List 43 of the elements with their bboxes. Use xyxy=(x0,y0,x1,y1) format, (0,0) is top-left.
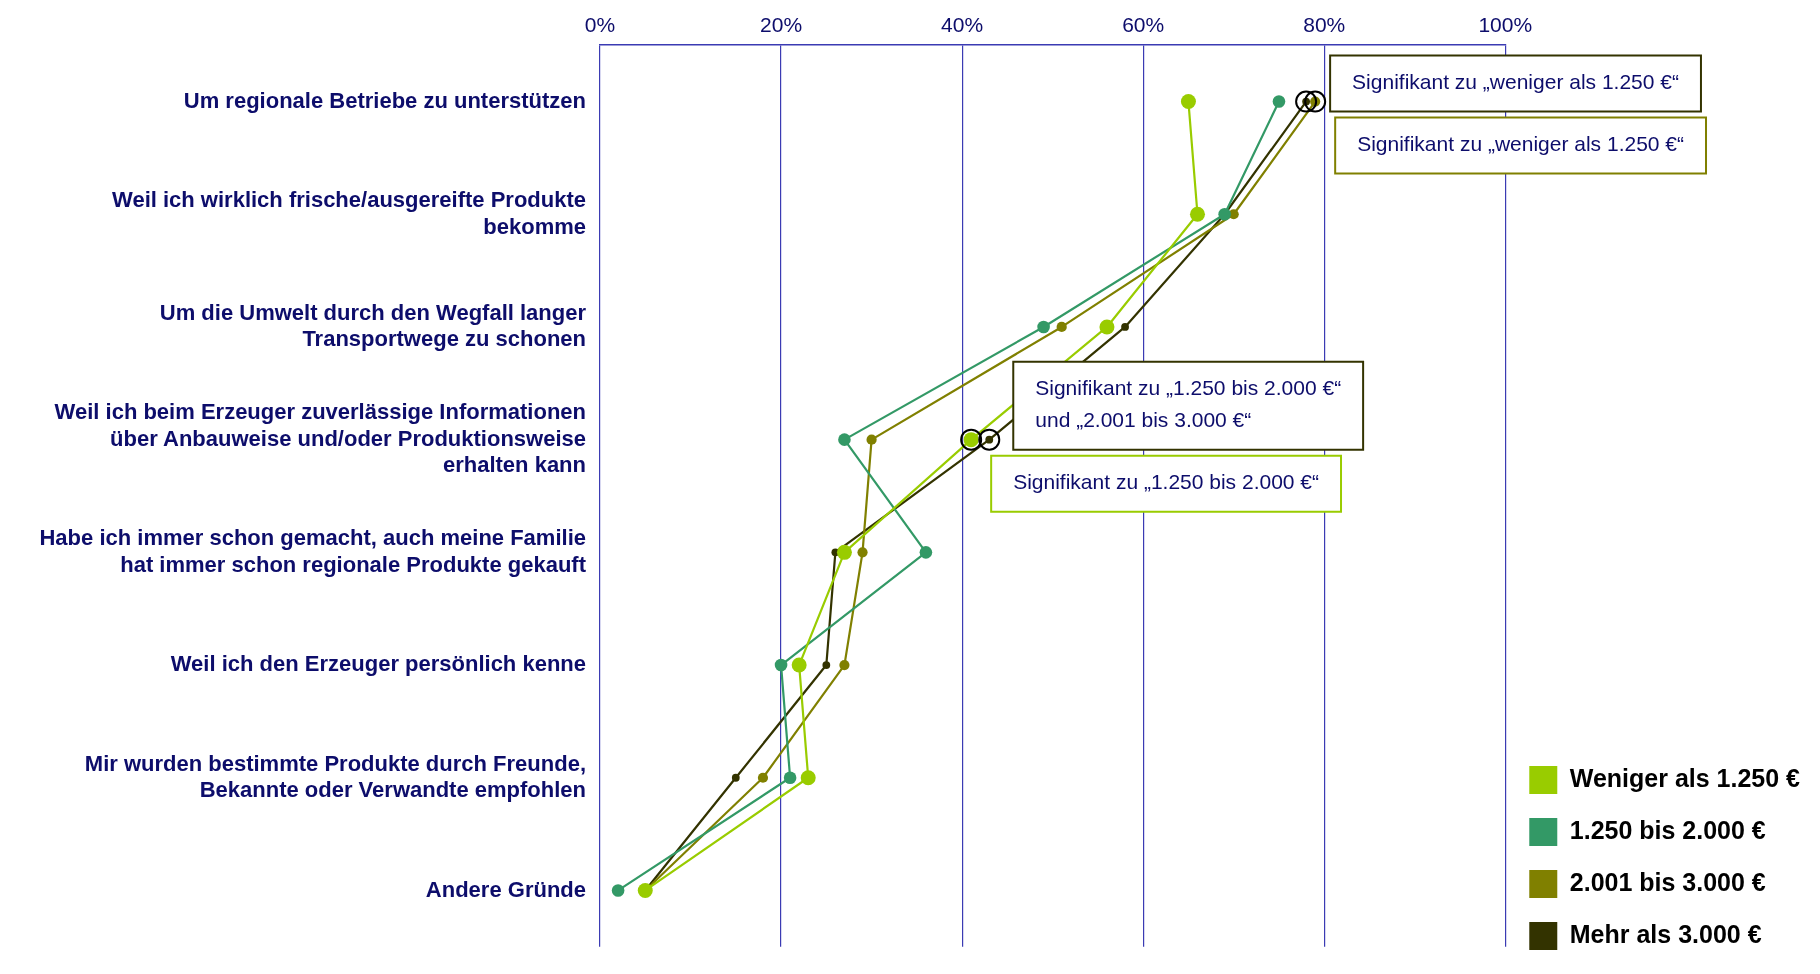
y-tick-label: Weil ich den Erzeuger persönlich kenne xyxy=(170,651,586,677)
annotation: Signifikant zu „1.250 bis 2.000 €“ xyxy=(1013,470,1320,494)
point xyxy=(731,773,740,782)
point xyxy=(783,771,797,785)
y-tick-label: Weil ich wirklich frische/ausgereifte Produkte bekomme xyxy=(112,187,586,239)
annotation: Signifikant zu „weniger als 1.250 €“ xyxy=(1357,132,1685,156)
y-tick-label: Um die Umwelt durch den Wegfall langer Transportwege zu schonen xyxy=(159,299,587,352)
point xyxy=(800,770,816,786)
x-tick-label: 100% xyxy=(1478,13,1533,37)
point xyxy=(791,657,807,673)
legend-label: Weniger als 1.250 € xyxy=(1569,763,1801,792)
y-tick-label: Um regionale Betriebe zu unterstützen xyxy=(183,87,586,113)
point xyxy=(774,658,788,672)
point xyxy=(757,772,769,783)
point xyxy=(857,547,868,558)
point xyxy=(1037,320,1050,334)
legend-label: 2.001 bis 3.000 € xyxy=(1569,867,1766,896)
annotation: Signifikant zu „weniger als 1.250 €“ xyxy=(1352,70,1679,94)
point xyxy=(838,433,851,446)
point xyxy=(1189,206,1205,222)
x-tick-label: 0% xyxy=(584,13,616,37)
y-tick-label: Andere Gründe xyxy=(425,876,586,902)
y-tick-label: Mir wurden bestimmte Produkte durch Freunde, Bekannte oder Verwandte empfohlen xyxy=(84,750,586,803)
x-tick-label: 20% xyxy=(760,13,803,37)
x-tick-label: 40% xyxy=(941,13,984,37)
x-tick-label: 80% xyxy=(1303,13,1346,37)
point xyxy=(611,884,625,897)
point xyxy=(1272,95,1286,108)
point xyxy=(1121,323,1129,331)
point xyxy=(822,661,831,669)
point xyxy=(1056,321,1067,333)
x-tick-label: 60% xyxy=(1122,13,1165,37)
point xyxy=(919,546,933,559)
point xyxy=(839,659,850,671)
point xyxy=(866,434,877,445)
legend-label: Mehr als 3.000 € xyxy=(1569,919,1762,948)
point xyxy=(1099,319,1115,335)
y-tick-label: Habe ich immer schon gemacht, auch meine Familie hat immer schon regionale Produkte gekauft xyxy=(39,525,587,577)
point xyxy=(836,544,852,560)
point xyxy=(1180,94,1196,110)
annotation: Signifikant zu „1.250 bis 2.000 €“ und „2.001 bis 3.000 €“ xyxy=(1035,376,1342,432)
y-tick-label: Weil ich beim Erzeuger zuverlässige Informationen über Anbauweise und/oder Produktionsweise erhalten kann xyxy=(54,399,586,478)
legend-label: 1.250 bis 2.000 € xyxy=(1569,815,1766,844)
